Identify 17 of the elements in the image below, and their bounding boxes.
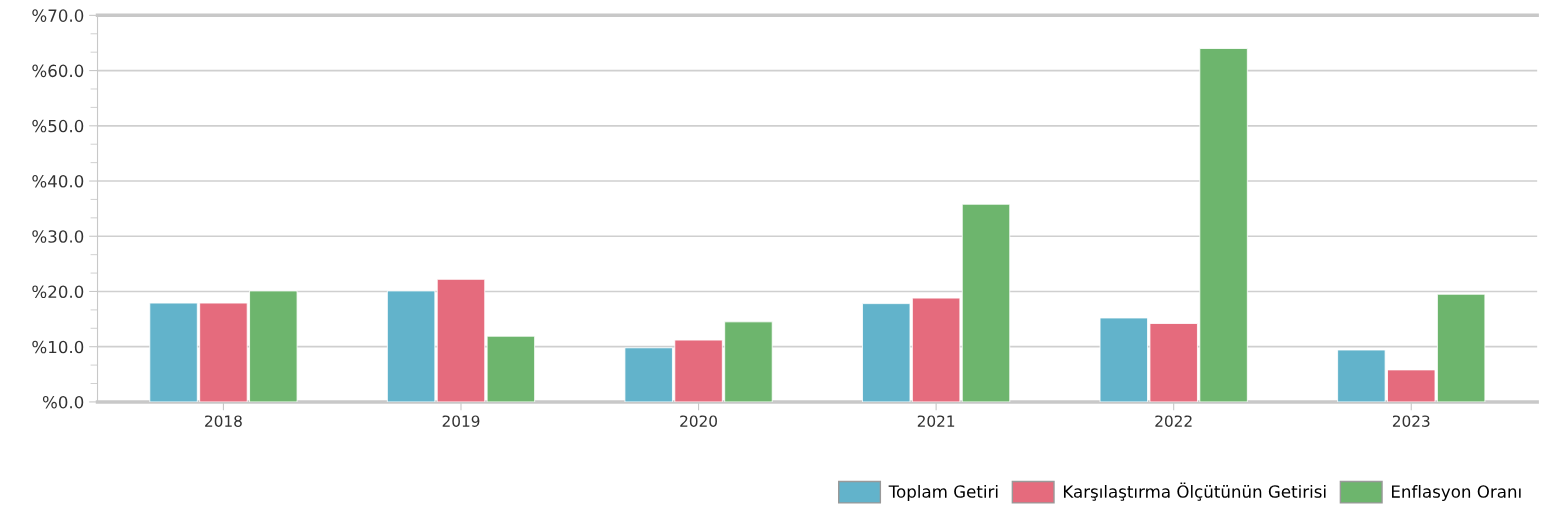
legend-label: Toplam Getiri: [888, 484, 998, 502]
y-tick-label: %60.0: [32, 64, 84, 78]
legend-label: Karşılaştırma Ölçütünün Getirisi: [1063, 482, 1326, 501]
y-tick-label: %20.0: [32, 285, 84, 299]
y-tick-label: %40.0: [32, 174, 84, 188]
x-tick-label: 2022: [1155, 415, 1192, 427]
y-tick-label: %50.0: [32, 119, 84, 133]
x-tick-label: 2018: [205, 415, 242, 427]
x-tick-label: 2020: [680, 415, 717, 427]
y-tick-label: %30.0: [32, 230, 84, 243]
x-tick-label: 2023: [1392, 415, 1430, 427]
y-tick-label: %70.0: [32, 9, 84, 22]
y-tick-label: %0.0: [42, 395, 84, 409]
x-tick-label: 2021: [917, 415, 955, 427]
legend-label: Enflasyon Oranı: [1392, 484, 1521, 502]
x-tick-label: 2019: [442, 415, 480, 427]
y-tick-label: %10.0: [32, 340, 84, 354]
